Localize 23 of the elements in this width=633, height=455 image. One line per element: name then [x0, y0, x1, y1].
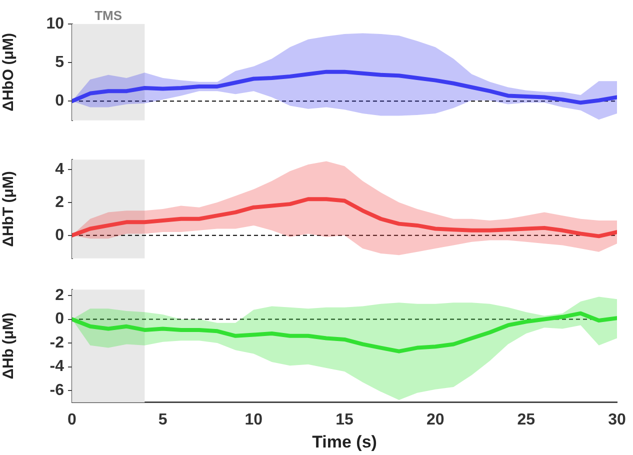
y-tick-label: 2 — [55, 286, 64, 304]
x-tick-label: 0 — [68, 411, 77, 428]
x-tick-label: 5 — [158, 411, 168, 428]
y-axis-title: ΔHb (μM) — [0, 312, 18, 380]
y-tick-label: 0 — [55, 310, 64, 328]
x-tick-label: 30 — [608, 411, 626, 428]
y-tick-label: -2 — [50, 334, 64, 352]
y-tick-label: 0 — [55, 226, 64, 244]
y-axis-title: ΔHbT (μM) — [0, 171, 18, 247]
x-tick-label: 15 — [336, 411, 354, 428]
x-tick-label: 20 — [426, 411, 444, 428]
y-tick-label: -4 — [50, 358, 64, 376]
band-label: TMS — [94, 8, 122, 24]
y-tick-label: 0 — [55, 92, 64, 110]
y-axis-title: ΔHbO (μM) — [0, 33, 18, 112]
y-tick-label: -6 — [50, 382, 64, 399]
y-tick-label: 4 — [55, 160, 64, 178]
y-tick-label: 5 — [55, 54, 64, 71]
x-tick-label: 25 — [517, 411, 536, 428]
y-tick-label: 2 — [55, 194, 64, 211]
x-tick-label: 10 — [244, 411, 263, 428]
y-tick-label: 10 — [46, 15, 64, 32]
x-axis-title: Time (s) — [312, 432, 377, 452]
